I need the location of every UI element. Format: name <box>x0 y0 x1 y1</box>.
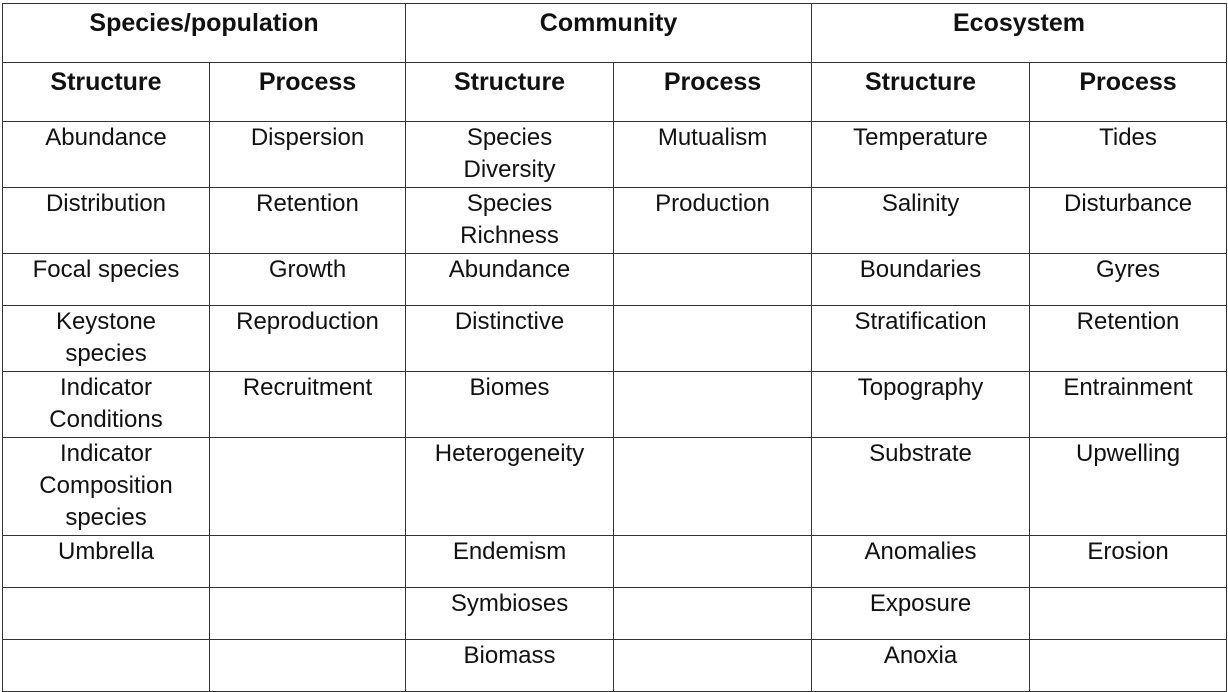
subheader-structure: Structure <box>811 62 1031 122</box>
table-cell: Retention <box>1029 305 1228 372</box>
table-cell: Focal species <box>2 253 210 306</box>
group-header-species-population: Species/population <box>1 3 407 63</box>
table-cell: Distribution <box>2 187 210 254</box>
table-cell: Salinity <box>811 187 1031 254</box>
table-cell: Indicator Composition species <box>2 437 210 536</box>
table-cell <box>2 587 210 640</box>
table-cell <box>613 587 813 640</box>
table-cell <box>1029 587 1228 640</box>
table-cell: Heterogeneity <box>405 437 615 536</box>
table-row: Indicator Composition species Heterogene… <box>2 437 1228 536</box>
table-cell: Biomes <box>405 371 615 438</box>
subheader-process: Process <box>1029 62 1228 122</box>
table-cell <box>208 639 407 692</box>
table-cell: Dispersion <box>208 121 407 188</box>
table-cell <box>208 437 407 536</box>
table-cell: Topography <box>811 371 1031 438</box>
table-row: Abundance Dispersion Species Diversity M… <box>2 121 1228 188</box>
table-cell: Symbioses <box>405 587 615 640</box>
group-header-ecosystem: Ecosystem <box>811 3 1228 63</box>
table-row: Focal species Growth Abundance Boundarie… <box>2 253 1228 306</box>
table-cell: Growth <box>208 253 407 306</box>
table-cell: Temperature <box>811 121 1031 188</box>
table-cell: Boundaries <box>811 253 1031 306</box>
table-cell: Upwelling <box>1029 437 1228 536</box>
subheader-row: Structure Process Structure Process Stru… <box>2 62 1228 122</box>
table-cell: Stratification <box>811 305 1031 372</box>
table-cell <box>2 639 210 692</box>
table-cell <box>613 253 813 306</box>
table-cell <box>208 535 407 588</box>
table-cell: Exposure <box>811 587 1031 640</box>
table-cell: Abundance <box>405 253 615 306</box>
table-cell: Keystone species <box>2 305 210 372</box>
table-cell: Tides <box>1029 121 1228 188</box>
table-cell: Gyres <box>1029 253 1228 306</box>
table-cell: Retention <box>208 187 407 254</box>
table-cell <box>613 437 813 536</box>
ecology-attributes-table: Species/population Community Ecosystem S… <box>1 3 1228 692</box>
table-cell: Substrate <box>811 437 1031 536</box>
table-cell: Biomass <box>405 639 615 692</box>
table-cell <box>613 639 813 692</box>
table-cell: Production <box>613 187 813 254</box>
table-cell: Entrainment <box>1029 371 1228 438</box>
table-row: Keystone species Reproduction Distinctiv… <box>2 305 1228 372</box>
subheader-process: Process <box>613 62 813 122</box>
table-row: Symbioses Exposure <box>2 587 1228 640</box>
table-cell <box>1029 639 1228 692</box>
table-cell: Indicator Conditions <box>2 371 210 438</box>
subheader-structure: Structure <box>405 62 615 122</box>
table-cell <box>613 535 813 588</box>
table-cell: Abundance <box>2 121 210 188</box>
subheader-structure: Structure <box>2 62 210 122</box>
table-cell <box>613 371 813 438</box>
table-cell: Reproduction <box>208 305 407 372</box>
table-cell <box>613 305 813 372</box>
table-cell: Disturbance <box>1029 187 1228 254</box>
table-cell: Species Richness <box>405 187 615 254</box>
table-cell: Mutualism <box>613 121 813 188</box>
table-cell: Anoxia <box>811 639 1031 692</box>
table-cell: Distinctive <box>405 305 615 372</box>
table-row: Distribution Retention Species Richness … <box>2 187 1228 254</box>
table-row: Indicator Conditions Recruitment Biomes … <box>2 371 1228 438</box>
table-cell: Endemism <box>405 535 615 588</box>
group-header-row: Species/population Community Ecosystem <box>1 3 1228 63</box>
table-cell: Erosion <box>1029 535 1228 588</box>
table-row: Umbrella Endemism Anomalies Erosion <box>2 535 1228 588</box>
table-cell: Species Diversity <box>405 121 615 188</box>
table-row: Biomass Anoxia <box>2 639 1228 692</box>
table-cell: Recruitment <box>208 371 407 438</box>
table-cell <box>208 587 407 640</box>
table-cell: Umbrella <box>2 535 210 588</box>
subheader-process: Process <box>208 62 407 122</box>
group-header-community: Community <box>405 3 813 63</box>
table-cell: Anomalies <box>811 535 1031 588</box>
